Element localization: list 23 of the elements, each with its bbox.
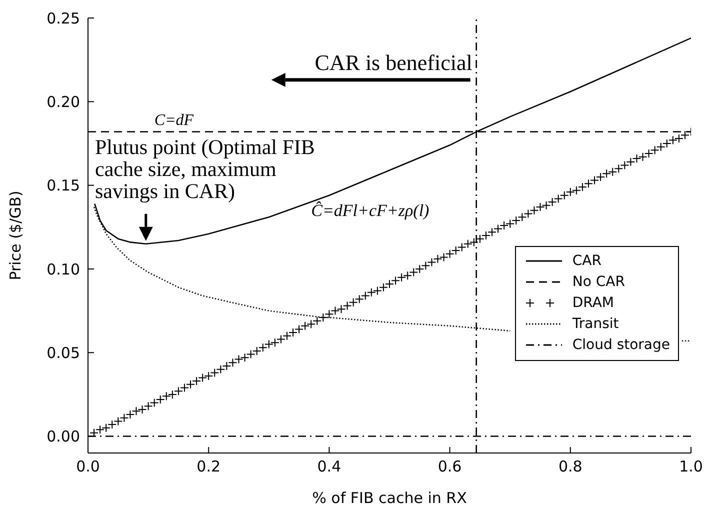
annotation: Ĉ=dFl+cF+zρ(l) — [311, 201, 430, 222]
annotation: CAR is beneficial — [314, 50, 472, 76]
x-tick-label: 0.6 — [438, 458, 462, 476]
y-tick-label: 0.05 — [46, 344, 80, 362]
legend-label: No CAR — [572, 274, 625, 290]
y-tick-label: 0.25 — [46, 9, 80, 28]
x-tick-label: 0.0 — [76, 458, 100, 476]
x-tick-label: 0.2 — [196, 458, 221, 476]
legend-label: Cloud storage — [572, 337, 670, 353]
legend-label: DRAM — [572, 295, 614, 311]
y-tick-label: 0.20 — [46, 92, 80, 111]
x-tick-label: 0.4 — [317, 458, 342, 476]
y-tick-label: 0.15 — [46, 176, 80, 195]
y-tick-label: 0.00 — [46, 428, 80, 446]
annotation: Plutus point (Optimal FIB cache size, maximum savings in CAR) — [95, 134, 315, 203]
x-tick-label: 0.8 — [558, 458, 582, 476]
y-axis-title: Price ($/GB) — [6, 190, 24, 280]
legend-label: CAR — [572, 253, 602, 269]
annotation: C=dF — [154, 112, 194, 130]
y-tick-label: 0.10 — [46, 260, 80, 278]
legend-label: Transit — [572, 316, 619, 332]
x-axis-title: % of FIB cache in RX — [312, 489, 467, 507]
x-tick-label: 1.0 — [679, 458, 703, 476]
